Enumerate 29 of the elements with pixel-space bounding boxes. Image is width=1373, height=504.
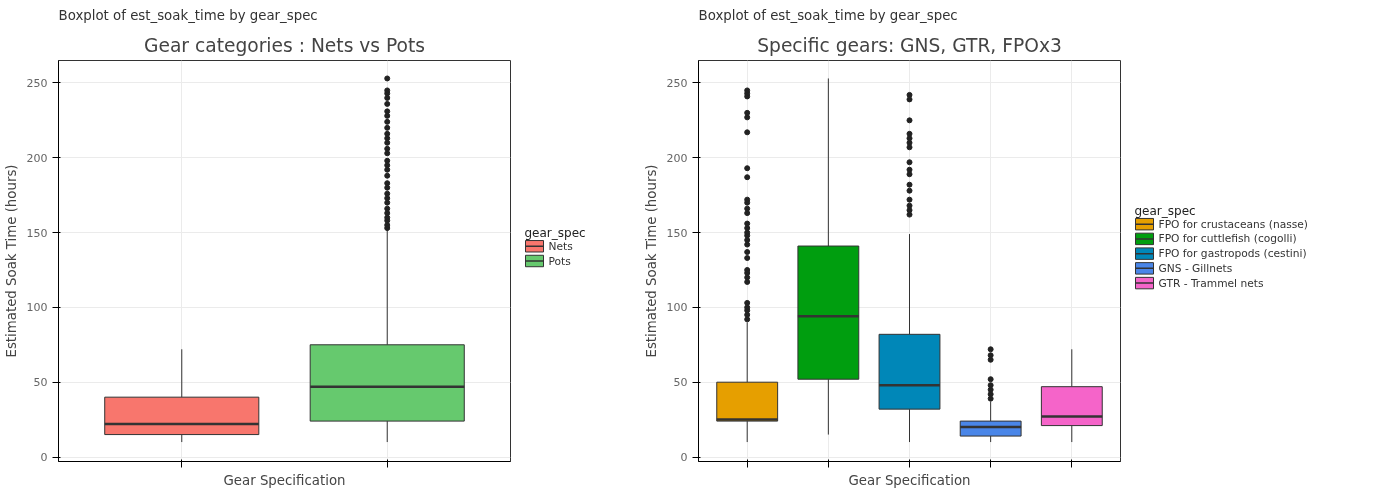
legend-label: FPO for crustaceans (nasse) [1158, 217, 1309, 231]
legend-label: Nets [548, 239, 574, 253]
chart-subtitle: Boxplot of est_soak_time by gear_spec [698, 7, 958, 23]
y-tick-label: 150 [26, 226, 48, 240]
legend-label: FPO for gastropods (cestini) [1158, 247, 1307, 261]
y-tick-label: 250 [666, 76, 688, 90]
y-tick-label: 0 [40, 451, 48, 465]
legend-label: GTR - Trammel nets [1158, 276, 1264, 290]
y-tick-label: 200 [26, 151, 48, 165]
legend-label: FPO for cuttlefish (cogolli) [1158, 232, 1297, 246]
legend-label: Pots [548, 254, 572, 268]
y-tick-label: 200 [666, 151, 688, 165]
legend-title: gear_spec [1134, 204, 1196, 219]
y-tick-label: 150 [666, 226, 688, 240]
chart-title: Specific gears: GNS, GTR, FPOx3 [757, 34, 1062, 56]
y-tick-label: 250 [26, 76, 48, 90]
legend-title: gear_spec [524, 226, 586, 241]
y-tick-label: 50 [33, 376, 48, 390]
chart-subtitle: Boxplot of est_soak_time by gear_spec [58, 7, 318, 23]
y-tick-label: 100 [666, 301, 688, 315]
y-axis-title: Estimated Soak Time (hours) [3, 164, 19, 358]
x-axis-title: Gear Specification [223, 472, 346, 488]
legend-label: GNS - Gillnets [1158, 261, 1233, 275]
y-tick-label: 50 [673, 376, 688, 390]
y-tick-label: 100 [26, 301, 48, 315]
y-tick-label: 0 [680, 451, 688, 465]
x-axis-title: Gear Specification [848, 472, 971, 488]
y-axis-title: Estimated Soak Time (hours) [643, 164, 659, 358]
chart-title: Gear categories : Nets vs Pots [143, 34, 426, 56]
